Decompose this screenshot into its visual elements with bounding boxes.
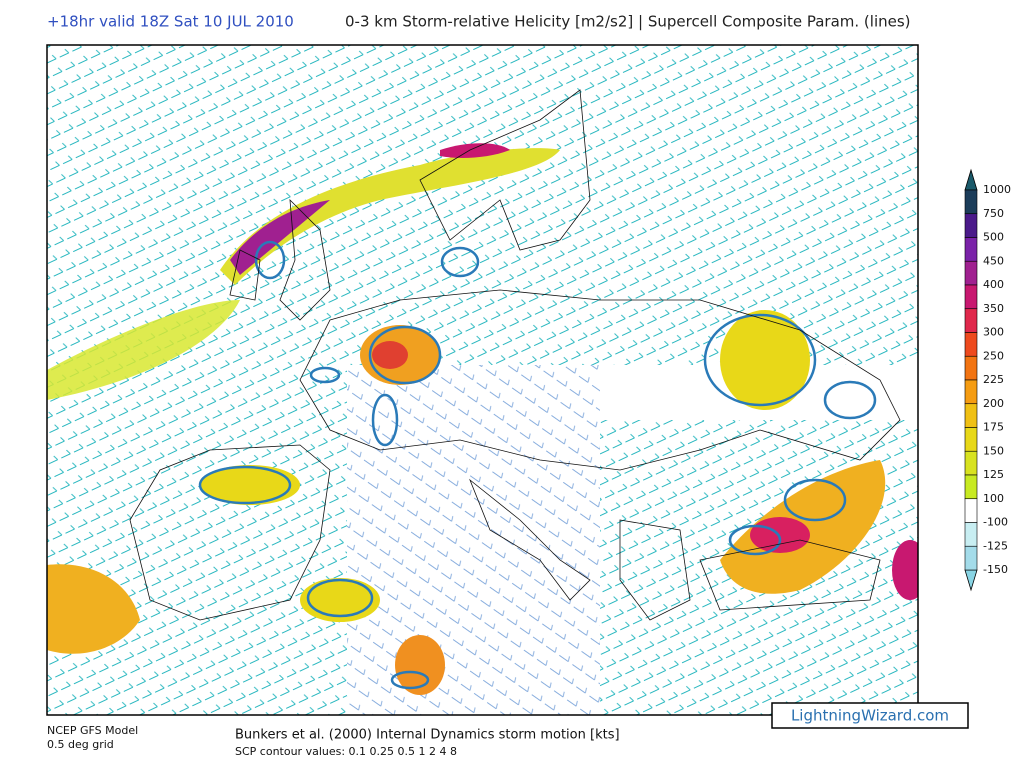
colorbar-swatch bbox=[964, 237, 978, 262]
helicity-core bbox=[892, 540, 918, 600]
colorbar-label: 750 bbox=[983, 207, 1004, 220]
colorbar-swatch bbox=[964, 332, 978, 357]
helicity-area bbox=[47, 300, 240, 400]
colorbar-label: 450 bbox=[983, 254, 1004, 267]
coastlines bbox=[129, 89, 901, 621]
wind-barbs bbox=[47, 365, 347, 715]
wind-barbs bbox=[347, 365, 600, 715]
run-label: +18hr valid 18Z Sat 10 JUL 2010 bbox=[47, 13, 294, 31]
colorbar-swatch bbox=[964, 355, 978, 381]
colorbar-swatch bbox=[964, 474, 978, 500]
scp-contours bbox=[198, 240, 877, 690]
colorbar-label: 1000 bbox=[983, 183, 1011, 196]
logo-box bbox=[771, 702, 969, 729]
colorbar-label: -125 bbox=[983, 539, 1008, 552]
colorbar-swatch bbox=[964, 450, 978, 476]
colorbar-swatch bbox=[964, 379, 978, 405]
helicity-area bbox=[395, 635, 445, 695]
field-label: 0-3 km Storm-relative Helicity [m2/s2] |… bbox=[345, 13, 911, 31]
colorbar-label: 300 bbox=[983, 326, 1004, 339]
colorbar-swatch bbox=[964, 498, 978, 523]
map bbox=[47, 45, 918, 715]
motion-label: Bunkers et al. (2000) Internal Dynamics … bbox=[235, 728, 620, 743]
colorbar-label: -100 bbox=[983, 516, 1008, 529]
logo: LightningWizard.com bbox=[791, 707, 949, 725]
colorbar-swatch bbox=[964, 522, 978, 547]
colorbar: 1000 750 500 450 400 350 300 250 225 200 175 150 125… bbox=[964, 168, 1011, 592]
helicity-core bbox=[372, 341, 408, 369]
grid-label: 0.5 deg grid bbox=[47, 738, 114, 751]
helicity-area bbox=[200, 465, 300, 505]
map-frame bbox=[46, 44, 919, 716]
colorbar-swatch bbox=[964, 284, 978, 310]
colorbar-label: 150 bbox=[983, 444, 1004, 457]
colorbar-label: -150 bbox=[983, 563, 1008, 576]
colorbar-label: 125 bbox=[983, 468, 1004, 481]
colorbar-swatch bbox=[964, 545, 978, 571]
helicity-core bbox=[230, 200, 330, 275]
helicity-area bbox=[47, 564, 140, 654]
model-label: NCEP GFS Model bbox=[47, 724, 138, 737]
helicity-core bbox=[440, 143, 510, 158]
helicity-core bbox=[750, 517, 810, 553]
colorbar-swatch bbox=[964, 308, 978, 333]
colorbar-label: 350 bbox=[983, 302, 1004, 315]
colorbar-label: 100 bbox=[983, 492, 1004, 505]
colorbar-label: 200 bbox=[983, 397, 1004, 410]
colorbar-label: 500 bbox=[983, 231, 1004, 244]
helicity-area bbox=[720, 310, 810, 410]
colorbar-swatch bbox=[964, 189, 978, 215]
colorbar-label: 400 bbox=[983, 278, 1004, 291]
colorbar-swatch bbox=[964, 213, 978, 238]
colorbar-swatch bbox=[964, 403, 978, 428]
colorbar-swatch bbox=[964, 260, 978, 286]
colorbar-over bbox=[964, 168, 978, 191]
colorbar-under bbox=[964, 569, 978, 592]
colorbar-label: 175 bbox=[983, 421, 1004, 434]
colorbar-label: 225 bbox=[983, 373, 1004, 386]
colorbar-label: 250 bbox=[983, 349, 1004, 362]
contours-label: SCP contour values: 0.1 0.25 0.5 1 2 4 8 bbox=[235, 745, 457, 758]
colorbar-swatch bbox=[964, 427, 978, 452]
